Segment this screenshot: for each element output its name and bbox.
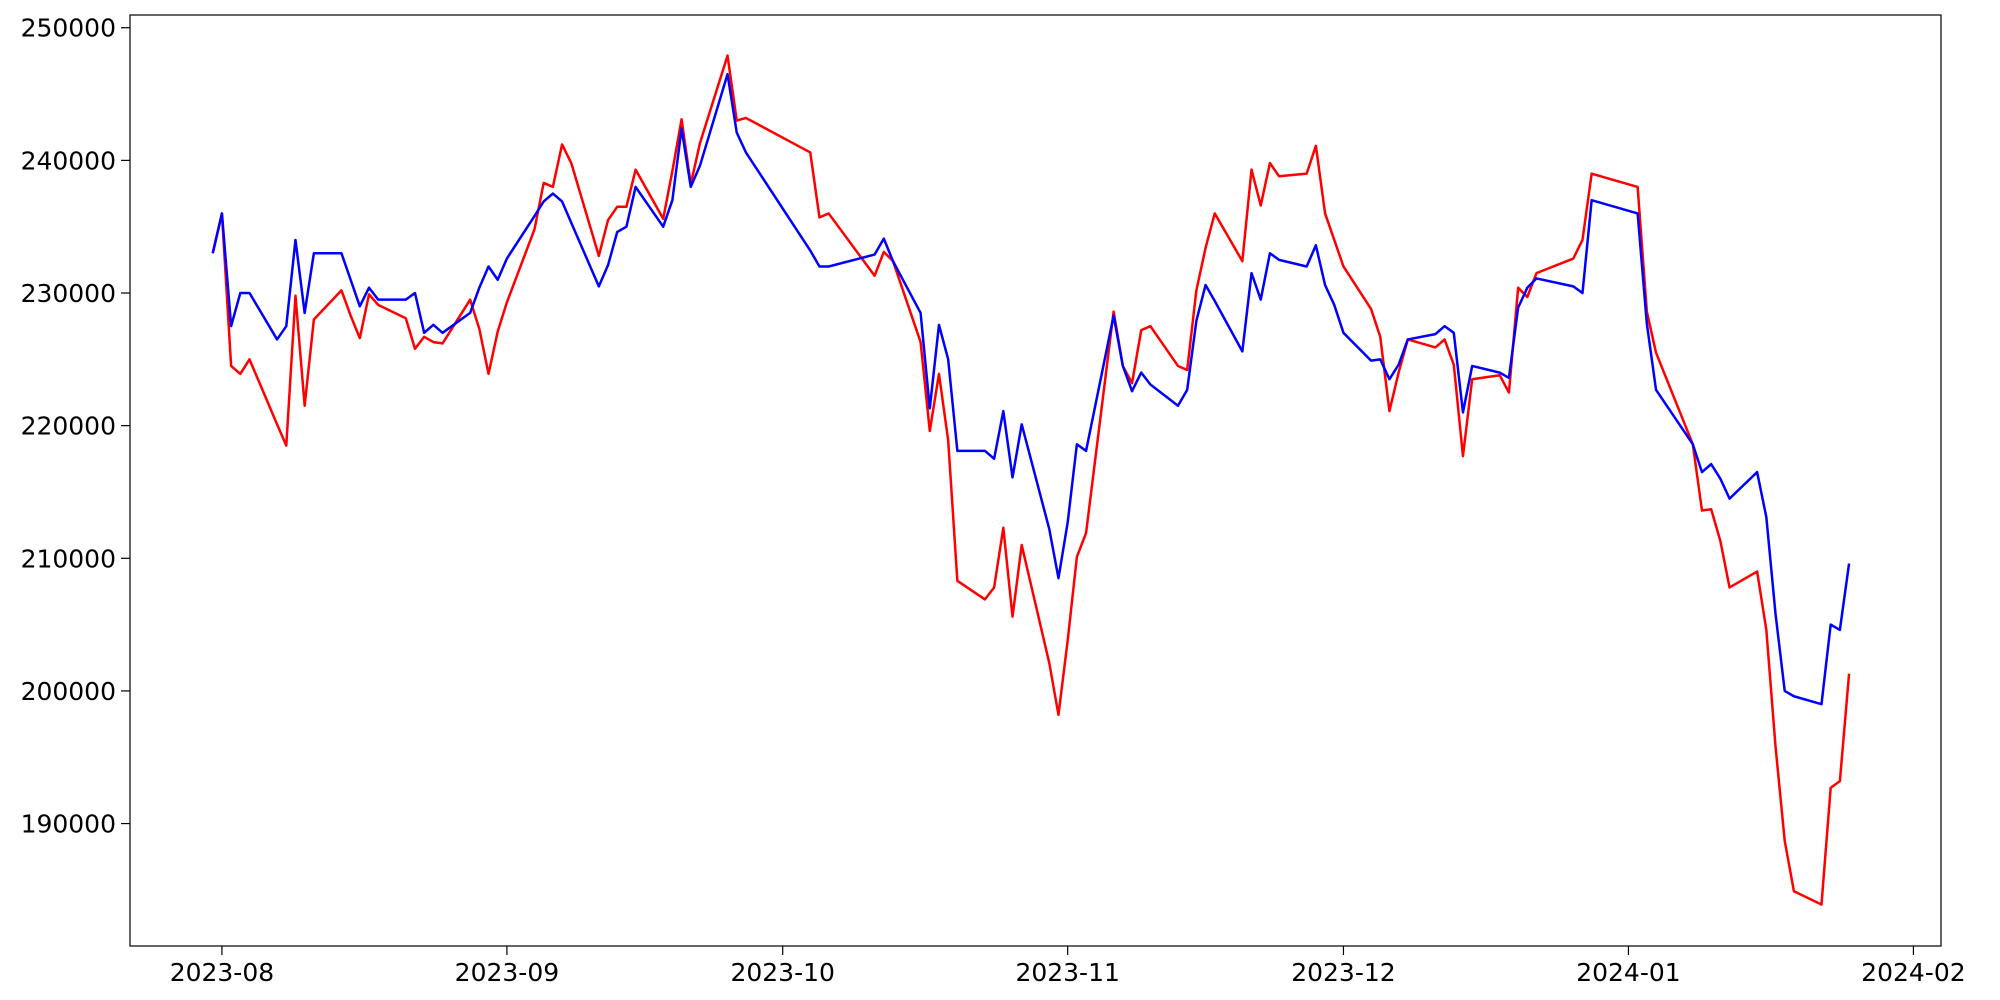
y-tick-label: 250000 — [21, 14, 116, 43]
x-tick-label: 2023-08 — [170, 958, 274, 987]
y-tick-label: 190000 — [21, 810, 116, 839]
y-tick-label: 220000 — [21, 412, 116, 441]
y-tick-label: 210000 — [21, 544, 116, 573]
series-line — [211, 54, 1851, 906]
x-tick-label: 2023-09 — [455, 958, 559, 987]
x-tick-label: 2024-01 — [1576, 958, 1680, 987]
series-line — [211, 72, 1851, 706]
y-tick-label: 230000 — [21, 279, 116, 308]
y-tick-label: 200000 — [21, 677, 116, 706]
x-tick-label: 2023-11 — [1015, 958, 1119, 987]
plot-frame — [129, 14, 1942, 947]
y-tick-label: 240000 — [21, 146, 116, 175]
x-tick-label: 2024-02 — [1861, 958, 1965, 987]
x-tick-label: 2023-10 — [730, 958, 834, 987]
x-tick-label: 2023-12 — [1291, 958, 1395, 987]
